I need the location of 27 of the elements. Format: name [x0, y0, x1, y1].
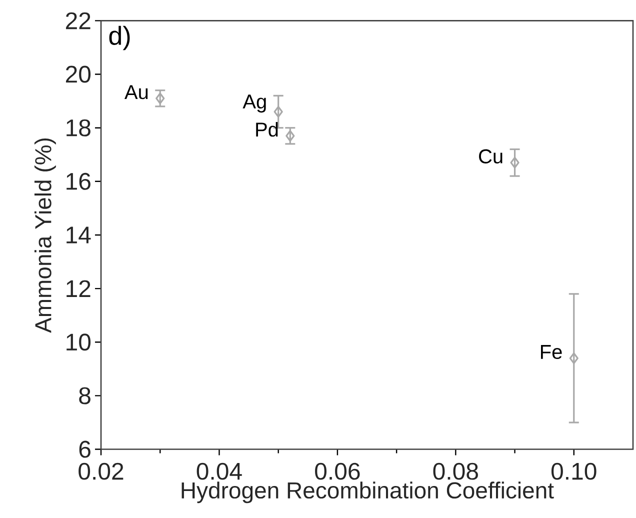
- y-tick-label: 18: [66, 119, 90, 136]
- annotation: Au: [124, 85, 148, 100]
- point: [510, 156, 520, 168]
- x-axis-title: Hydrogen Recombination Coefficient: [182, 482, 554, 504]
- y-tick-label: 20: [66, 66, 91, 83]
- annotation: Pd: [256, 122, 278, 137]
- y-tick-label: 10: [66, 334, 91, 351]
- x-tick-label: 0.06: [315, 462, 360, 480]
- x-tick-label: 0.04: [196, 462, 242, 480]
- point: [274, 106, 283, 118]
- point: [569, 352, 578, 364]
- annotation: Ag: [242, 94, 266, 113]
- x-tick-label: 0.08: [433, 462, 478, 480]
- y-tick-label: 16: [66, 172, 90, 190]
- y-tick-label: 12: [66, 280, 90, 297]
- y-tick-label: 22: [66, 12, 90, 30]
- y-tick-label: 6: [79, 440, 90, 458]
- x-tick-label: 0.02: [78, 462, 124, 480]
- point: [286, 130, 295, 142]
- annotation: d): [109, 26, 130, 50]
- point: [156, 92, 165, 104]
- annotation: Fe: [541, 345, 562, 359]
- y-axis-title: Ammonia Yield (%): [34, 138, 56, 333]
- y-tick-label: 14: [66, 226, 91, 244]
- annotation: Cu: [479, 149, 502, 164]
- y-tick-label: 8: [79, 387, 90, 404]
- x-tick-label: 0.10: [551, 462, 596, 480]
